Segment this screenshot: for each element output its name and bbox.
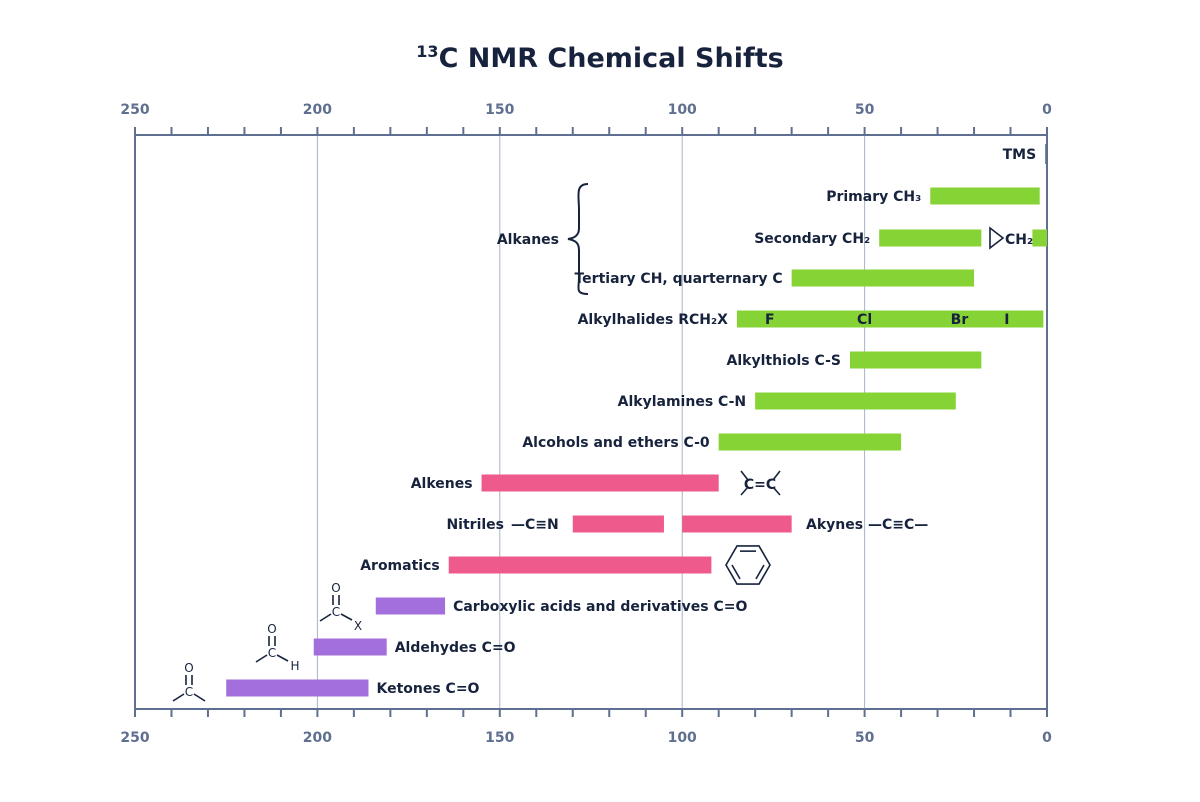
bar-8-0 [481,474,719,492]
aldehyde-o-label: O [267,622,276,636]
carboxyl-x-label: X [354,619,362,633]
aldehyde-h-label: H [290,659,299,673]
ketone-c-label: C [185,685,193,699]
ketone-r2-bond [193,693,206,702]
grid-lines [316,135,866,709]
bar-3-0 [791,269,975,287]
carboxyl-c-label: C [332,605,340,619]
series-label-1: Primary CH₃ [826,189,921,205]
series-label-12: Carboxylic acids and derivatives C=O [453,599,747,615]
series-label-8: Alkenes [411,476,473,492]
tick-label-top-250: 250 [120,102,149,118]
tick-label-bottom-200: 200 [303,730,332,746]
series-label-6: Alkylamines C-N [618,394,747,410]
bar-6-0 [755,392,956,410]
title-text: C NMR Chemical Shifts [439,43,784,74]
halogen-label-3: I [1004,312,1009,328]
tick-label-bottom-0: 0 [1042,730,1052,746]
ketone-o-label: O [184,661,193,675]
alkene-bond-1 [740,470,749,481]
cyclopropane-label: CH₂ [1005,232,1033,248]
bars [226,144,1048,697]
alkyne-formula: —C≡C— [868,517,928,533]
series-label-13: Aldehydes C=O [395,640,516,656]
aldehyde-h-bond [276,654,289,662]
bar-11-0 [448,556,712,574]
series-label-11: Aromatics [360,558,440,574]
bar-10-0 [682,515,792,533]
halogen-label-0: F [765,312,775,328]
series-label-14: Ketones C=O [376,681,479,697]
alkene-formula: C=C [744,477,776,493]
bar-7-0 [718,433,902,451]
tick-label-top-150: 150 [485,102,514,118]
tick-label-bottom-50: 50 [855,730,875,746]
aldehyde-c-label: C [268,646,276,660]
halogen-label-2: Br [951,312,969,328]
alkene-bond-4 [772,486,781,496]
tick-label-bottom-250: 250 [120,730,149,746]
nitrile-formula: —C≡N [511,517,559,533]
bar-1-0 [930,187,1040,205]
aldehyde-r-bond [255,654,268,663]
bar-5-0 [850,351,982,369]
tick-label-bottom-100: 100 [668,730,697,746]
halogen-label-1: Cl [857,312,872,328]
bar-13-0 [313,638,387,656]
bar-9-0 [572,515,664,533]
alkene-bond-3 [772,470,781,481]
bar-14-0 [226,679,369,697]
series-label-10: Akynes [806,517,863,533]
benzene-ring [725,545,771,585]
series-label-5: Alkylthiols C-S [727,353,841,369]
series-label-9: Nitriles [446,517,504,533]
benzene-double-0 [755,564,765,580]
carboxyl-x-bond [340,613,353,621]
tick-label-top-100: 100 [668,102,697,118]
tick-label-top-0: 0 [1042,102,1052,118]
carboxyl-o-label: O [331,581,340,595]
bar-0-0 [1045,144,1048,164]
alkene-bond-2 [740,486,749,496]
benzene-double-1 [731,564,741,580]
bar-2-0 [879,229,982,247]
series-label-4: Alkylhalides RCH₂X [578,312,729,328]
ketone-r1-bond [172,693,185,702]
series-label-7: Alcohols and ethers C-0 [522,435,710,451]
tick-label-top-200: 200 [303,102,332,118]
alkanes-label: Alkanes [497,232,559,248]
cyclopropane-ring [989,226,1005,250]
bar-4-0 [736,310,1044,328]
axes: 250 250 200 200 150 150 100 100 50 50 0 0 [120,102,1052,746]
series-label-2: Secondary CH₂ [754,231,870,247]
tick-label-top-50: 50 [855,102,875,118]
title-superscript: 13 [416,42,438,61]
tick-label-bottom-150: 150 [485,730,514,746]
series-label-3: Tertiary CH, quarternary C [574,271,782,287]
bar-labels: TMS Primary CH₃ Secondary CH₂ Tertiary CH, … [360,147,1036,697]
bar-2-1 [1032,229,1047,247]
chart-title: 13C NMR Chemical Shifts [416,42,783,74]
series-label-0: TMS [1003,147,1037,163]
bar-12-0 [375,597,446,615]
carboxyl-r-bond [319,613,332,622]
alkanes-brace [567,183,589,295]
